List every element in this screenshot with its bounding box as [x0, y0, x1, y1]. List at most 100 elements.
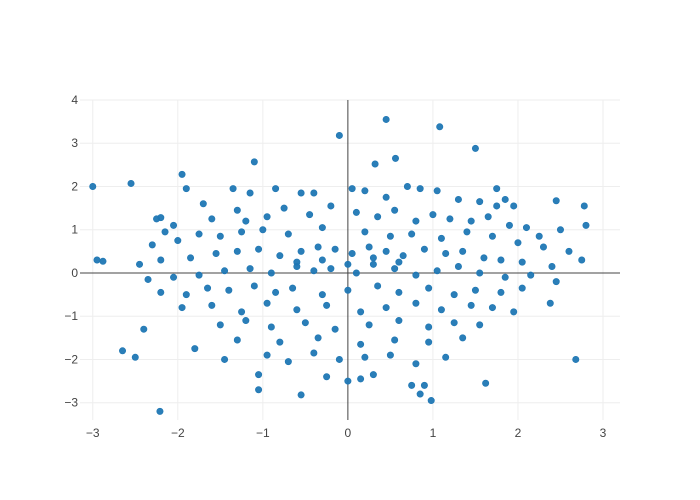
data-point: [331, 325, 339, 333]
data-point: [255, 371, 263, 379]
data-point: [259, 226, 267, 234]
x-tick-label: 3: [600, 426, 607, 440]
data-point: [497, 256, 505, 264]
data-point: [408, 381, 416, 389]
data-point: [318, 224, 326, 232]
data-point: [535, 232, 543, 240]
y-tick-label: 0: [71, 266, 78, 280]
data-point: [199, 200, 207, 208]
data-point: [546, 299, 554, 307]
data-point: [284, 358, 292, 366]
data-point: [318, 291, 326, 299]
x-axis-ticks: −3 −2 −1 0 1 2 3: [86, 426, 607, 440]
data-point: [255, 386, 263, 394]
data-point: [208, 215, 216, 223]
data-point: [229, 185, 237, 193]
data-point: [323, 373, 331, 381]
data-point: [208, 301, 216, 309]
data-point: [318, 256, 326, 264]
data-point: [395, 317, 403, 325]
data-point: [371, 160, 379, 168]
data-point: [425, 284, 433, 292]
data-point: [263, 351, 271, 359]
data-point: [395, 258, 403, 266]
data-point: [327, 265, 335, 273]
data-points: [89, 115, 590, 415]
data-point: [310, 267, 318, 275]
data-point: [238, 308, 246, 316]
data-point: [493, 185, 501, 193]
data-point: [374, 282, 382, 290]
data-point: [276, 338, 284, 346]
data-point: [238, 228, 246, 236]
data-point: [216, 232, 224, 240]
data-point: [297, 189, 305, 197]
data-point: [170, 221, 178, 229]
data-point: [357, 308, 365, 316]
data-point: [161, 228, 169, 236]
y-tick-label: 4: [71, 93, 78, 107]
data-point: [382, 115, 390, 123]
data-point: [246, 265, 254, 273]
data-point: [136, 260, 144, 268]
data-point: [429, 211, 437, 219]
data-point: [335, 355, 343, 363]
data-point: [527, 271, 535, 279]
data-point: [442, 353, 450, 361]
data-point: [488, 304, 496, 312]
data-point: [501, 273, 509, 281]
data-point: [157, 288, 165, 296]
data-point: [233, 247, 241, 255]
data-point: [310, 349, 318, 357]
data-point: [250, 158, 258, 166]
data-point: [314, 243, 322, 251]
data-point: [391, 336, 399, 344]
data-point: [412, 299, 420, 307]
data-point: [391, 265, 399, 273]
data-point: [467, 301, 475, 309]
data-point: [433, 187, 441, 195]
data-point: [276, 252, 284, 260]
data-point: [297, 391, 305, 399]
data-point: [361, 353, 369, 361]
data-point: [548, 262, 556, 270]
data-point: [99, 257, 107, 265]
data-point: [93, 256, 101, 264]
data-point: [216, 321, 224, 329]
data-point: [301, 319, 309, 327]
data-point: [153, 215, 161, 223]
data-point: [556, 226, 564, 234]
data-point: [425, 338, 433, 346]
data-point: [403, 182, 411, 190]
data-point: [221, 355, 229, 363]
data-point: [131, 353, 139, 361]
data-point: [335, 131, 343, 139]
data-point: [471, 144, 479, 152]
x-tick-label: −3: [86, 426, 100, 440]
data-point: [412, 217, 420, 225]
data-point: [437, 234, 445, 242]
data-point: [242, 217, 250, 225]
data-point: [412, 271, 420, 279]
grid: [80, 99, 620, 420]
data-point: [156, 407, 164, 415]
data-point: [416, 185, 424, 193]
data-point: [306, 211, 314, 219]
data-point: [272, 185, 280, 193]
data-point: [242, 317, 250, 325]
data-point: [267, 323, 275, 331]
data-point: [488, 232, 496, 240]
data-point: [522, 224, 530, 232]
data-point: [552, 278, 560, 286]
x-tick-label: 1: [430, 426, 437, 440]
data-point: [314, 334, 322, 342]
data-point: [476, 321, 484, 329]
data-point: [263, 213, 271, 221]
data-point: [246, 189, 254, 197]
data-point: [459, 247, 467, 255]
data-point: [501, 195, 509, 203]
data-point: [361, 228, 369, 236]
data-point: [408, 230, 416, 238]
data-point: [382, 193, 390, 201]
y-tick-label: 2: [71, 179, 78, 193]
